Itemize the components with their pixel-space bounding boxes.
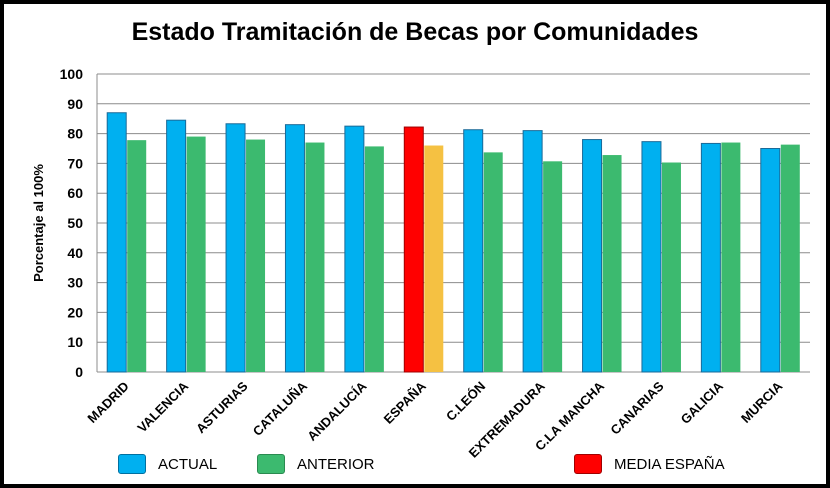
- y-tick-label: 80: [67, 126, 83, 142]
- x-tick-label: MADRID: [84, 379, 131, 426]
- bar-anterior: [127, 140, 147, 372]
- x-tick-label: CANARIAS: [607, 378, 666, 437]
- y-tick-label: 20: [67, 304, 83, 320]
- x-tick-label: CATALUÑA: [250, 378, 311, 439]
- bar-anterior: [364, 146, 384, 372]
- bar-actual: [463, 129, 484, 373]
- y-tick-label: 40: [67, 245, 83, 261]
- bar-actual: [106, 112, 127, 373]
- y-tick-label: 30: [67, 275, 83, 291]
- y-tick-label: 50: [67, 215, 83, 231]
- bar-anterior: [780, 144, 800, 372]
- bar-actual: [760, 148, 781, 373]
- legend-swatch-actual: [118, 454, 146, 474]
- x-tick-label: ESPAÑA: [381, 378, 430, 427]
- x-tick-label: ANDALUCÍA: [304, 378, 370, 444]
- bar-actual: [403, 126, 424, 373]
- x-tick-label: ASTURIAS: [193, 378, 251, 436]
- bar-actual: [641, 141, 662, 373]
- y-tick-label: 90: [67, 96, 83, 112]
- legend-label-media-espana: MEDIA ESPAÑA: [614, 456, 725, 473]
- x-tick-label: C.LEÓN: [443, 379, 488, 424]
- bar-actual: [522, 130, 543, 373]
- y-axis-title: Porcentaje al 100%: [31, 164, 46, 282]
- y-tick-label: 70: [67, 155, 83, 171]
- legend-label-anterior: ANTERIOR: [297, 456, 375, 473]
- bar-anterior: [424, 145, 444, 372]
- bar-anterior: [661, 162, 681, 372]
- bar-actual: [166, 119, 187, 373]
- x-tick-label: VALENCIA: [134, 378, 191, 435]
- bar-actual: [344, 125, 365, 373]
- bar-actual: [700, 142, 721, 373]
- y-tick-label: 100: [60, 66, 84, 82]
- bar-anterior: [246, 139, 266, 372]
- legend-swatch-anterior: [257, 454, 285, 474]
- bar-anterior: [483, 152, 503, 372]
- x-tick-label: GALICIA: [678, 378, 727, 427]
- bar-anterior: [543, 161, 563, 372]
- y-tick-label: 10: [67, 334, 83, 350]
- y-tick-label: 0: [75, 364, 83, 380]
- bar-anterior: [721, 142, 741, 372]
- bar-anterior: [305, 142, 325, 372]
- bar-anterior: [602, 155, 622, 372]
- bar-actual: [284, 124, 305, 373]
- chart-title: Estado Tramitación de Becas por Comunida…: [131, 18, 699, 46]
- y-tick-label: 60: [67, 185, 83, 201]
- bar-anterior: [186, 136, 206, 372]
- bar-actual: [582, 139, 603, 373]
- legend-label-actual: ACTUAL: [158, 456, 218, 473]
- bar-actual: [225, 123, 246, 373]
- legend-swatch-media-espana: [574, 454, 602, 474]
- chart-svg: 0 10 20 30 40 50 60 70 80 90 100 Porcentaje al 100%…: [31, 66, 810, 461]
- x-tick-label: MURCIA: [738, 378, 786, 426]
